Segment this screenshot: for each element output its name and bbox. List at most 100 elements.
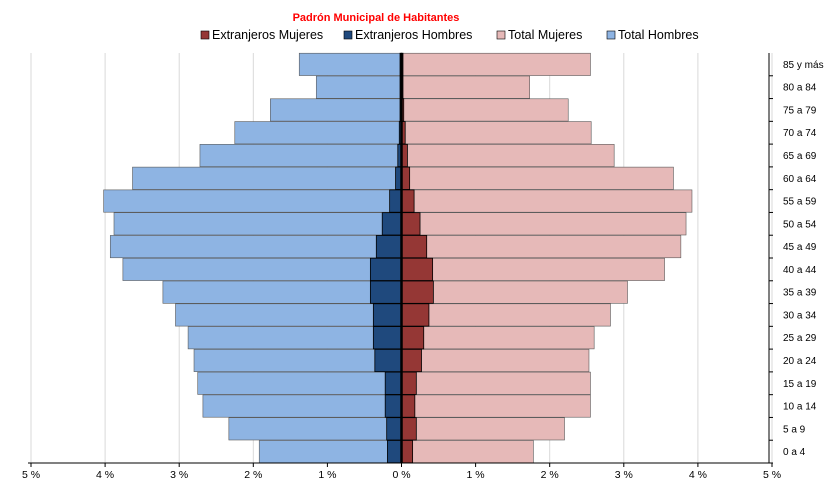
total-hombres-bar-70-a-74 <box>234 121 402 145</box>
legend-swatch <box>496 30 506 40</box>
total-hombres-bar-60-a-64 <box>132 166 402 190</box>
category-label-60-a-64: 60 a 64 <box>783 174 817 185</box>
extranjeros-mujeres-bar-15-a-19 <box>401 371 417 395</box>
total-mujeres-bar-20-a-24 <box>401 349 590 372</box>
total-hombres-bar-35-a-39 <box>162 280 402 304</box>
total-hombres-bar-30-a-34 <box>175 303 402 327</box>
total-mujeres-bar-15-a-19 <box>401 371 591 395</box>
extranjeros-mujeres-bar-45-a-49 <box>401 235 428 259</box>
category-label-75-a-79: 75 a 79 <box>783 105 817 116</box>
total-hombres-bar-25-a-29 <box>187 326 402 350</box>
category-label-35-a-39: 35 a 39 <box>783 288 817 299</box>
total-mujeres-bar-75-a-79 <box>401 98 569 122</box>
x-tick-label: 4 % <box>689 469 707 481</box>
legend-label: Total Mujeres <box>508 28 582 42</box>
extranjeros-mujeres-bar-30-a-34 <box>401 303 430 327</box>
x-tick-label: 1 % <box>318 469 336 481</box>
extranjeros-mujeres-bar-10-a-14 <box>401 394 416 418</box>
total-mujeres-bar-65-a-69 <box>401 144 615 167</box>
category-label-30-a-34: 30 a 34 <box>783 310 817 321</box>
extranjeros-mujeres-bar-0-a-4 <box>401 440 414 464</box>
extranjeros-hombres-bar-10-a-14 <box>384 394 402 418</box>
category-label-50-a-54: 50 a 54 <box>783 219 817 230</box>
total-mujeres-bar-35-a-39 <box>401 280 628 304</box>
total-bars <box>103 52 693 464</box>
x-tick-label: 3 % <box>170 469 188 481</box>
legend-label: Total Hombres <box>618 28 699 42</box>
extranjeros-mujeres-bar-25-a-29 <box>401 326 425 350</box>
legend-item-extranjeros-hombres: Extranjeros Hombres <box>343 28 472 42</box>
x-tick-label: 5 % <box>763 469 781 481</box>
total-mujeres-bar-85-y-mas <box>401 52 591 76</box>
x-tick-label: 2 % <box>541 469 559 481</box>
total-mujeres-bar-70-a-74 <box>401 121 592 145</box>
total-hombres-bar-75-a-79 <box>270 98 402 122</box>
axes: 5 % 4 % 3 % 2 % 1 % 0 % 1 % 2 % 3 % 4 % 5 %0 a 45 … <box>22 53 824 481</box>
extranjeros-mujeres-bar-40-a-44 <box>401 257 434 281</box>
total-mujeres-bar-10-a-14 <box>401 394 591 418</box>
total-hombres-bar-0-a-4 <box>258 440 402 464</box>
total-mujeres-bar-40-a-44 <box>401 257 665 281</box>
category-label-55-a-59: 55 a 59 <box>783 197 817 208</box>
extranjeros-hombres-bar-45-a-49 <box>375 235 402 259</box>
extranjeros-mujeres-bar-50-a-54 <box>401 212 421 236</box>
extranjeros-hombres-bar-55-a-59 <box>389 189 402 213</box>
category-label-85-y-mas: 85 y más <box>783 60 824 71</box>
legend: Extranjeros Mujeres Extranjeros Hombres To… <box>200 28 699 42</box>
extranjeros-hombres-bar-30-a-34 <box>372 303 402 327</box>
total-hombres-bar-65-a-69 <box>199 144 402 167</box>
x-tick-label: 0 % <box>392 469 410 481</box>
x-tick-label: 1 % <box>467 469 485 481</box>
extranjeros-hombres-bar-50-a-54 <box>381 212 402 236</box>
legend-item-total-hombres: Total Hombres <box>606 28 699 42</box>
extranjeros-hombres-bar-0-a-4 <box>387 440 402 464</box>
total-mujeres-bar-25-a-29 <box>401 326 595 350</box>
total-hombres-bar-5-a-9 <box>228 417 402 441</box>
total-mujeres-bar-60-a-64 <box>401 166 674 190</box>
total-mujeres-bar-50-a-54 <box>401 212 687 236</box>
category-label-0-a-4: 0 a 4 <box>783 447 806 458</box>
chart-title: Padrón Municipal de Habitantes <box>293 12 460 24</box>
total-hombres-bar-50-a-54 <box>113 212 402 236</box>
category-label-70-a-74: 70 a 74 <box>783 128 817 139</box>
legend-item-total-mujeres: Total Mujeres <box>496 28 582 42</box>
extranjeros-hombres-bar-35-a-39 <box>369 280 402 304</box>
total-mujeres-bar-0-a-4 <box>401 440 534 464</box>
extranjeros-hombres-bar-40-a-44 <box>369 257 402 281</box>
total-mujeres-bar-30-a-34 <box>401 303 611 327</box>
total-hombres-bar-55-a-59 <box>103 189 402 213</box>
legend-swatch <box>343 30 353 40</box>
extranjeros-hombres-bar-15-a-19 <box>384 371 402 395</box>
x-tick-label: 5 % <box>22 469 40 481</box>
total-hombres-bar-20-a-24 <box>193 349 402 372</box>
category-label-65-a-69: 65 a 69 <box>783 151 817 162</box>
x-tick-label: 2 % <box>244 469 262 481</box>
extranjeros-hombres-bar-20-a-24 <box>374 348 402 373</box>
total-mujeres-bar-5-a-9 <box>401 417 565 441</box>
category-label-5-a-9: 5 a 9 <box>783 424 806 435</box>
extranjeros-mujeres-bar-5-a-9 <box>401 417 417 441</box>
foreign-bars <box>369 52 434 464</box>
total-hombres-bar-15-a-19 <box>197 371 402 395</box>
extranjeros-mujeres-bar-20-a-24 <box>401 348 422 373</box>
legend-item-extranjeros-mujeres: Extranjeros Mujeres <box>200 28 323 42</box>
category-label-80-a-84: 80 a 84 <box>783 83 817 94</box>
total-mujeres-bar-55-a-59 <box>401 189 693 213</box>
extranjeros-mujeres-bar-55-a-59 <box>401 189 415 213</box>
legend-swatch <box>606 30 616 40</box>
category-label-45-a-49: 45 a 49 <box>783 242 817 253</box>
total-hombres-bar-10-a-14 <box>202 394 402 418</box>
total-hombres-bar-80-a-84 <box>315 75 402 99</box>
category-label-15-a-19: 15 a 19 <box>783 379 817 390</box>
total-hombres-bar-85-y-mas <box>298 52 402 76</box>
legend-label: Extranjeros Hombres <box>355 28 472 42</box>
category-label-25-a-29: 25 a 29 <box>783 333 817 344</box>
extranjeros-hombres-bar-5-a-9 <box>386 417 402 441</box>
total-hombres-bar-40-a-44 <box>122 257 402 281</box>
total-mujeres-bar-80-a-84 <box>401 75 530 99</box>
total-mujeres-bar-45-a-49 <box>401 235 682 259</box>
category-label-40-a-44: 40 a 44 <box>783 265 817 276</box>
legend-swatch <box>200 30 210 40</box>
x-tick-label: 3 % <box>615 469 633 481</box>
